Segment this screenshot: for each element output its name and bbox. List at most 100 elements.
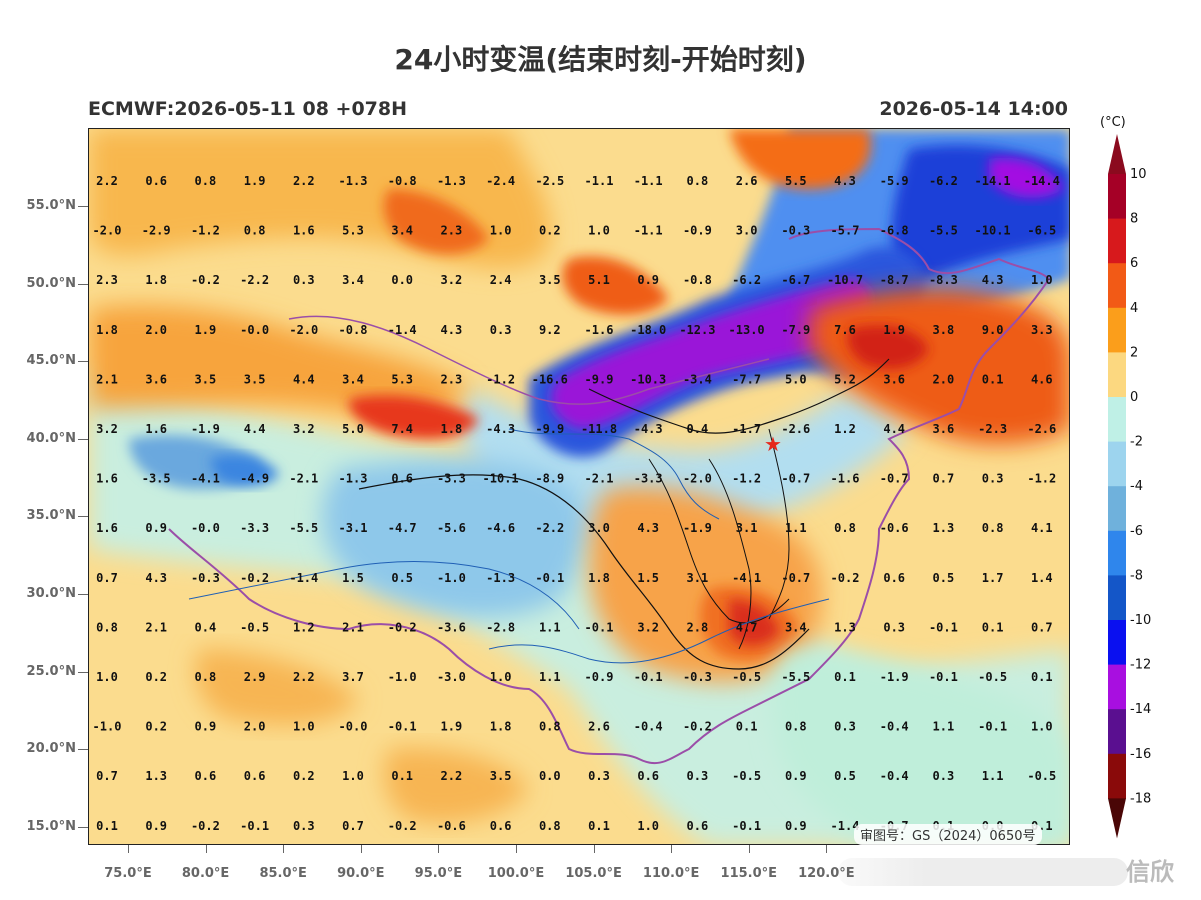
- colorbar-segment: [1108, 174, 1126, 220]
- grid-value: 0.4: [195, 620, 217, 634]
- grid-value: -7.7: [732, 372, 761, 386]
- grid-value: 0.2: [145, 670, 167, 684]
- grid-value: -4.6: [486, 521, 515, 535]
- colorbar-label: 0: [1130, 390, 1138, 405]
- grid-value: 0.1: [391, 769, 413, 783]
- grid-value: -3.4: [683, 372, 712, 386]
- grid-value: 2.9: [244, 670, 266, 684]
- latitude-label: 40.0°N: [26, 430, 76, 446]
- grid-value: -1.2: [486, 372, 515, 386]
- latitude-tick: [78, 594, 88, 595]
- grid-value: 1.4: [1031, 571, 1053, 585]
- grid-value: 0.9: [637, 273, 659, 287]
- temperature-field: [89, 129, 1069, 844]
- grid-value: 0.0: [391, 273, 413, 287]
- grid-value: 0.7: [1031, 620, 1053, 634]
- grid-value: -10.3: [630, 372, 666, 386]
- latitude-label: 30.0°N: [26, 586, 76, 601]
- grid-value: 0.9: [195, 720, 217, 734]
- grid-value: -1.7: [732, 422, 761, 436]
- grid-value: 2.0: [145, 323, 167, 337]
- longitude-label: 90.0°E: [337, 866, 385, 881]
- longitude-tick: [748, 845, 750, 853]
- grid-value: 0.6: [637, 769, 659, 783]
- grid-value: -0.2: [240, 571, 269, 585]
- grid-value: 1.1: [982, 769, 1004, 783]
- grid-value: -0.6: [880, 521, 909, 535]
- grid-value: -1.9: [191, 422, 220, 436]
- grid-value: 1.0: [293, 720, 315, 734]
- grid-value: 0.4: [687, 422, 709, 436]
- grid-value: 4.3: [145, 571, 167, 585]
- grid-value: 4.4: [883, 422, 905, 436]
- grid-value: -1.9: [683, 521, 712, 535]
- grid-value: 1.1: [539, 670, 561, 684]
- grid-value: -2.1: [585, 472, 614, 486]
- latitude-tick: [78, 671, 88, 673]
- grid-value: -2.8: [486, 620, 515, 634]
- colorbar-label: 10: [1130, 167, 1147, 182]
- grid-value: -5.5: [781, 670, 810, 684]
- longitude-label: 95.0°E: [414, 866, 463, 881]
- grid-value: 3.3: [1031, 323, 1053, 337]
- grid-value: -0.1: [634, 670, 663, 684]
- grid-value: 0.3: [293, 273, 315, 287]
- longitude-label: 75.0°E: [104, 866, 152, 881]
- latitude-label: 25.0°N: [26, 663, 76, 679]
- grid-value: -16.6: [532, 372, 568, 386]
- grid-value: -1.2: [732, 472, 761, 486]
- grid-value: -1.3: [339, 174, 368, 188]
- grid-value: -1.3: [339, 472, 368, 486]
- grid-value: 0.9: [145, 521, 167, 535]
- colorbar-segment: [1108, 263, 1126, 309]
- grid-value: -1.1: [634, 174, 663, 188]
- grid-value: -8.3: [929, 273, 958, 287]
- grid-value: -0.1: [978, 720, 1007, 734]
- grid-value: -0.3: [191, 571, 220, 585]
- grid-value: -0.5: [732, 670, 761, 684]
- grid-value: 5.3: [391, 372, 413, 386]
- grid-value: -6.7: [781, 273, 810, 287]
- grid-value: 3.5: [195, 372, 217, 386]
- grid-value: -6.5: [1027, 224, 1056, 238]
- longitude-tick: [516, 845, 517, 853]
- grid-value: 4.4: [244, 422, 266, 436]
- grid-value: -8.9: [535, 472, 564, 486]
- latitude-label: 35.0°N: [26, 508, 76, 524]
- colorbar-label: -10: [1130, 613, 1151, 628]
- colorbar-segment: [1108, 486, 1126, 532]
- grid-value: 3.2: [637, 620, 659, 634]
- latitude-tick: [78, 749, 88, 751]
- longitude-tick: [593, 845, 595, 853]
- boundary-lines: [168, 227, 1051, 765]
- grid-value: 0.9: [785, 819, 807, 833]
- grid-value: -3.1: [339, 521, 368, 535]
- colorbar-segment: [1108, 709, 1126, 755]
- grid-value: 1.3: [145, 769, 167, 783]
- colorbar-segment: [1108, 530, 1126, 576]
- grid-value: -2.1: [289, 472, 318, 486]
- grid-value: 0.5: [933, 571, 955, 585]
- latitude-label: 50.0°N: [26, 275, 76, 291]
- grid-value: 3.2: [96, 422, 118, 436]
- grid-value: -5.9: [880, 174, 909, 188]
- grid-value: 0.6: [145, 174, 167, 188]
- grid-value: -1.4: [831, 819, 860, 833]
- grid-value: 2.4: [490, 273, 512, 287]
- longitude-label: 80.0°E: [181, 866, 230, 881]
- grid-value: -2.6: [1027, 422, 1056, 436]
- grid-value: 2.3: [96, 273, 118, 287]
- grid-value: 9.0: [982, 323, 1004, 337]
- grid-value: 1.0: [588, 224, 610, 238]
- grid-value: -1.0: [93, 720, 122, 734]
- grid-value: 0.3: [883, 620, 905, 634]
- grid-value: 2.0: [933, 372, 955, 386]
- longitude-label: 120.0°E: [798, 866, 855, 881]
- grid-value: 1.8: [588, 571, 610, 585]
- grid-value: 0.3: [834, 720, 856, 734]
- longitude-tick: [360, 845, 362, 853]
- grid-value: 3.4: [342, 372, 364, 386]
- grid-value: 1.3: [834, 620, 856, 634]
- grid-value: 3.5: [539, 273, 561, 287]
- grid-value: 4.3: [637, 521, 659, 535]
